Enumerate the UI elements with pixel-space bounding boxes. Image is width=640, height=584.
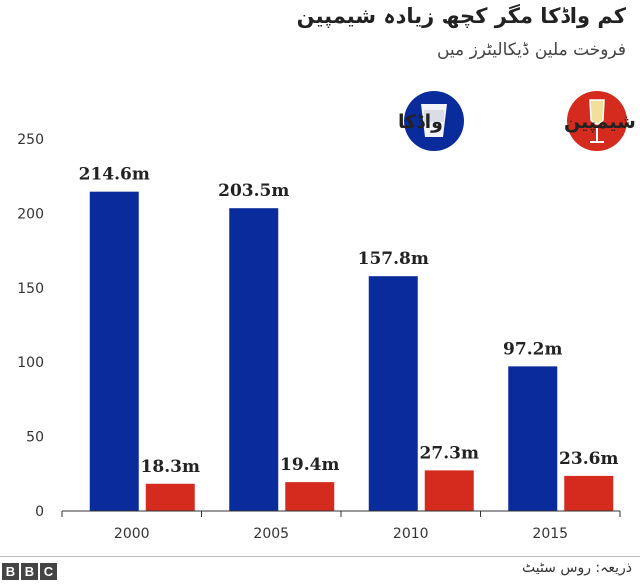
bar-value-label: 27.3m [420, 443, 479, 463]
y-tick-label: 0 [35, 504, 44, 520]
bar-value-label: 157.8m [358, 249, 429, 269]
bar-value-label: 19.4m [280, 455, 339, 475]
champagne-bar [564, 475, 614, 511]
legend-vodka-label: واڈکا [398, 111, 443, 133]
champagne-bar [285, 482, 335, 511]
bar-value-label: 18.3m [141, 457, 200, 477]
champagne-bar [145, 483, 195, 511]
bbc-logo-letter: C [40, 563, 57, 580]
y-tick-label: 150 [17, 281, 44, 297]
legend-champagne-label: شیمپین [564, 111, 636, 133]
footer-divider [0, 556, 640, 557]
x-tick-label: 2015 [532, 526, 568, 542]
vodka-bar [508, 366, 558, 511]
chart-subtitle: فروخت ملین ڈیکالیٹرز میں [436, 40, 626, 60]
bbc-logo: B B C [2, 563, 57, 580]
bar-value-label: 23.6m [559, 449, 618, 469]
chart-title: کم واڈکا مگر کچھ زیادہ شیمپین [296, 4, 626, 28]
bar-value-label: 203.5m [218, 181, 289, 201]
vodka-bar [89, 191, 139, 511]
x-tick-label: 2010 [393, 526, 429, 542]
bar-chart: 0 50 100 150 200 250 214.6m 18.3m 2000 203.5m 19.4… [17, 91, 636, 542]
champagne-flute-bowl [589, 99, 605, 125]
champagne-bar [424, 470, 474, 511]
y-tick-label: 250 [17, 132, 44, 148]
y-tick-label: 50 [26, 430, 44, 446]
x-tick-label: 2000 [114, 526, 150, 542]
vodka-glass-liquid [424, 110, 444, 122]
y-tick-label: 100 [17, 355, 44, 371]
vodka-bar [368, 276, 418, 511]
bbc-logo-letter: B [21, 563, 38, 580]
x-tick-label: 2005 [253, 526, 289, 542]
bar-value-label: 97.2m [503, 339, 562, 359]
bbc-logo-letter: B [2, 563, 19, 580]
source-note: ذریعہ: روس سٹیٹ [521, 560, 632, 576]
bar-value-label: 214.6m [79, 165, 150, 185]
y-tick-label: 200 [17, 206, 44, 222]
vodka-bar [229, 208, 279, 511]
